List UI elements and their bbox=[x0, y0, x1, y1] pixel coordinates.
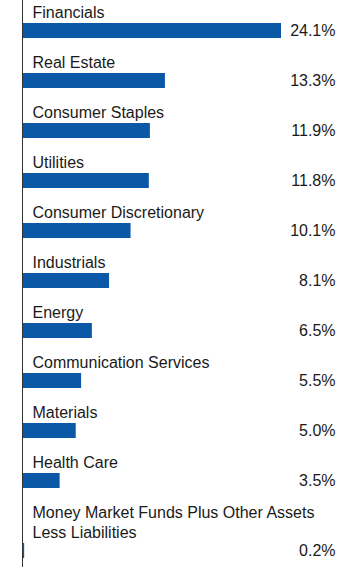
svg-text:0.2%: 0.2% bbox=[299, 542, 335, 559]
svg-text:11.9%: 11.9% bbox=[291, 122, 335, 139]
svg-text:11.8%: 11.8% bbox=[291, 172, 335, 189]
svg-text:Utilities: Utilities bbox=[33, 154, 85, 171]
svg-text:10.1%: 10.1% bbox=[290, 222, 335, 239]
svg-text:3.5%: 3.5% bbox=[299, 472, 335, 489]
svg-text:Energy: Energy bbox=[33, 304, 84, 321]
svg-text:Consumer Staples: Consumer Staples bbox=[33, 104, 165, 121]
svg-text:5.0%: 5.0% bbox=[299, 422, 335, 439]
svg-text:Communication Services: Communication Services bbox=[33, 354, 210, 371]
svg-text:Less Liabilities: Less Liabilities bbox=[33, 524, 137, 541]
svg-text:5.5%: 5.5% bbox=[299, 372, 335, 389]
svg-text:Materials: Materials bbox=[33, 404, 98, 421]
svg-text:Money Market Funds Plus Other: Money Market Funds Plus Other Assets bbox=[33, 504, 315, 521]
svg-text:Health Care: Health Care bbox=[33, 454, 118, 471]
svg-text:8.1%: 8.1% bbox=[299, 272, 335, 289]
svg-text:13.3%: 13.3% bbox=[290, 72, 335, 89]
svg-text:Real Estate: Real Estate bbox=[33, 54, 116, 71]
svg-text:Industrials: Industrials bbox=[33, 254, 106, 271]
svg-text:6.5%: 6.5% bbox=[299, 322, 335, 339]
svg-text:24.1%: 24.1% bbox=[290, 22, 335, 39]
svg-text:Consumer Discretionary: Consumer Discretionary bbox=[33, 204, 205, 221]
svg-text:Financials: Financials bbox=[33, 4, 105, 21]
